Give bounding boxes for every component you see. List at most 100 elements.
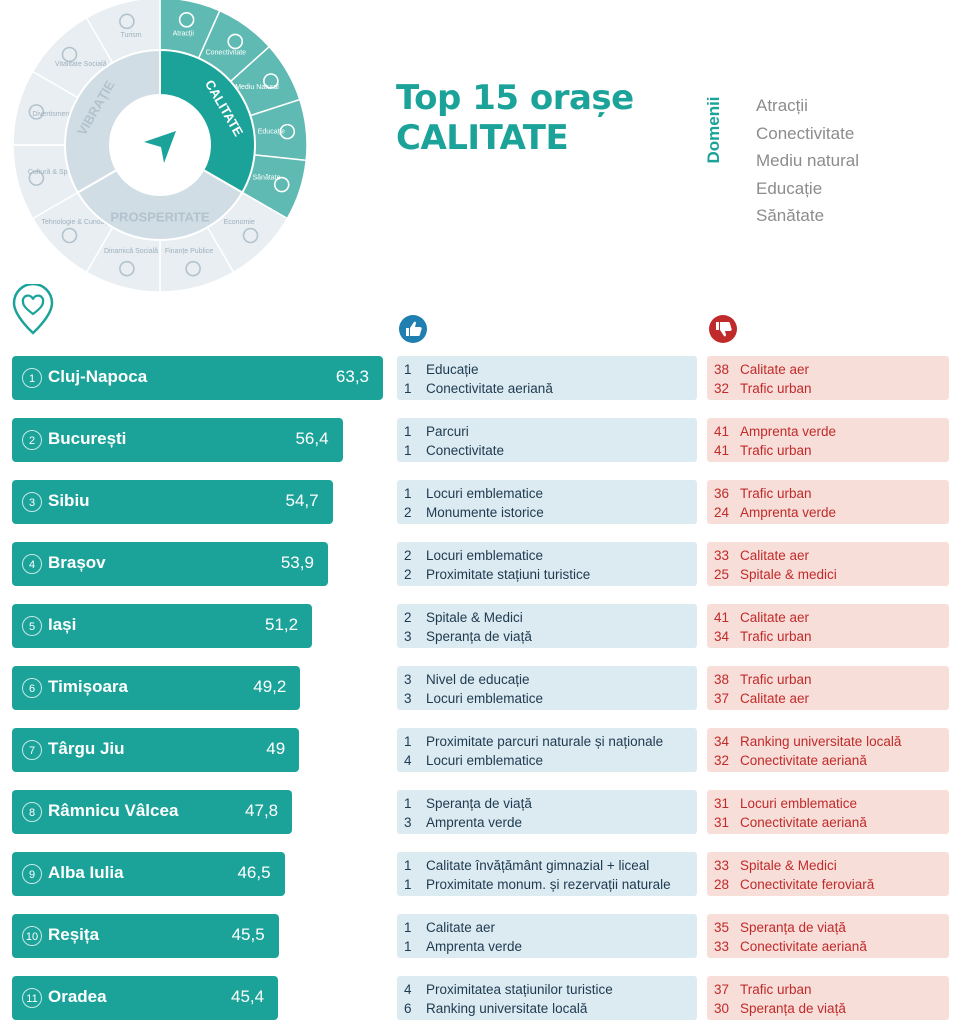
box-label: Proximitate stațiuni turistice: [426, 567, 591, 582]
city-bar: 7 Târgu Jiu 49: [12, 728, 300, 772]
city-name: Râmnicu Vâlcea: [48, 801, 179, 820]
box-label: Speranța de viață: [426, 796, 532, 811]
box-line: 1 Calitate aer: [397, 918, 697, 937]
box-label: Trafic urban: [740, 381, 812, 396]
wheel-segment-label: Educație: [258, 128, 285, 135]
city-score: 47,8: [245, 801, 279, 820]
box-rank: 3: [404, 815, 412, 830]
box-line: 38 Calitate aer: [707, 360, 949, 379]
box-label: Locuri emblematice: [740, 796, 858, 811]
strengths-box: 1 Calitate aer 1 Amprenta verde: [397, 914, 697, 958]
box-rank: 35: [714, 920, 730, 935]
box-rank: 1: [404, 858, 412, 873]
box-label: Ranking universitate locală: [740, 734, 902, 749]
city-score: 46,5: [237, 863, 271, 882]
box-rank: 36: [714, 486, 730, 501]
weaknesses-box: 34 Ranking universitate locală 32 Conectivi…: [707, 728, 949, 772]
tree-icon: [263, 73, 279, 89]
box-rank: 38: [714, 672, 730, 687]
box-line: 1 Conectivitate aeriană: [397, 379, 697, 398]
box-label: Speranța de viață: [426, 629, 532, 644]
box-rank: 1: [404, 486, 412, 501]
weaknesses-box: 41 Amprenta verde 41 Trafic urban: [707, 418, 949, 462]
museum-icon: [178, 11, 195, 28]
box-label: Locuri emblematice: [426, 486, 544, 501]
wheel-segment-label: Divertisment: [32, 111, 71, 118]
box-line: 3 Amprenta verde: [397, 813, 697, 832]
box-label: Amprenta verde: [426, 815, 523, 830]
box-label: Ranking universitate locală: [426, 1001, 588, 1016]
box-rank: 1: [404, 443, 412, 458]
strengths-box: 1 Speranța de viață 3 Amprenta verde: [397, 790, 697, 834]
box-line: 24 Amprenta verde: [707, 503, 949, 522]
thumbs-down-icon: [709, 315, 737, 343]
box-rank: 1: [404, 381, 412, 396]
box-rank: 4: [404, 753, 412, 768]
thumbs-up-icon: [399, 315, 427, 343]
box-label: Locuri emblematice: [426, 691, 544, 706]
strengths-box: 3 Nivel de educație 3 Locuri emblematice: [397, 666, 697, 710]
box-rank: 2: [404, 567, 412, 582]
box-line: 28 Conectivitate feroviară: [707, 875, 949, 894]
weaknesses-box: 38 Trafic urban 37 Calitate aer: [707, 666, 949, 710]
wheel-segment-label: Finanțe Publice: [165, 248, 213, 255]
strengths-box: 2 Locuri emblematice 2 Proximitate stațiuni…: [397, 542, 697, 586]
box-rank: 2: [404, 505, 412, 520]
weaknesses-box: 31 Locuri emblematice 31 Conectivitate aeri…: [707, 790, 949, 834]
box-rank: 34: [714, 629, 730, 644]
umbrella-icon: [119, 13, 135, 30]
box-rank: 6: [404, 1001, 412, 1016]
city-name: Târgu Jiu: [48, 739, 125, 758]
city-bar: 2 București 56,4: [12, 418, 343, 462]
graduation-cap-icon: [279, 123, 296, 140]
box-rank: 31: [714, 796, 730, 811]
box-line: 38 Trafic urban: [707, 670, 949, 689]
box-label: Trafic urban: [740, 672, 812, 687]
domains-label: Domenii: [694, 90, 734, 170]
box-rank: 41: [714, 610, 730, 625]
wheel-segment-label: Turism: [120, 32, 141, 39]
box-label: Conectivitate feroviară: [740, 877, 875, 892]
strengths-box: 1 Proximitate parcuri naturale și naționa…: [397, 728, 697, 772]
wheel-segment-label: Sănătate: [253, 175, 281, 182]
box-rank: 33: [714, 939, 730, 954]
box-label: Proximitatea stațiunilor turistice: [426, 982, 613, 997]
box-rank: 2: [404, 548, 412, 563]
box-label: Conectivitate aeriană: [740, 753, 867, 768]
city-rank-badge: 9: [22, 864, 42, 884]
box-rank: 4: [404, 982, 412, 997]
box-line: 31 Locuri emblematice: [707, 794, 949, 813]
wheel-segment-label: Dinamică Socială: [104, 248, 158, 255]
city-bar: 1 Cluj-Napoca 63,3: [12, 356, 383, 400]
shield-icon: [273, 176, 290, 193]
box-rank: 1: [404, 920, 412, 935]
city-rank-badge: 6: [22, 678, 42, 698]
box-line: 6 Ranking universitate locală: [397, 999, 697, 1018]
city-name: Brașov: [48, 553, 106, 572]
box-line: 32 Conectivitate aeriană: [707, 751, 949, 770]
box-label: Calitate aer: [426, 920, 496, 935]
box-rank: 33: [714, 548, 730, 563]
box-label: Calitate aer: [740, 548, 810, 563]
box-rank: 41: [714, 424, 730, 439]
box-label: Conectivitate aeriană: [426, 381, 553, 396]
box-rank: 25: [714, 567, 730, 582]
box-line: 3 Speranța de viață: [397, 627, 697, 646]
box-rank: 31: [714, 815, 730, 830]
box-line: 1 Parcuri: [397, 422, 697, 441]
box-rank: 1: [404, 424, 412, 439]
box-line: 41 Amprenta verde: [707, 422, 949, 441]
ball-icon: [28, 170, 45, 186]
box-label: Conectivitate: [426, 443, 505, 458]
box-label: Calitate aer: [740, 362, 810, 377]
box-line: 1 Educație: [397, 360, 697, 379]
box-line: 37 Calitate aer: [707, 689, 949, 708]
wheel-group-vibratie: [64, 48, 161, 194]
heart-pin-icon: [12, 284, 54, 335]
weaknesses-box: 35 Speranța de viață 33 Conectivitate aeria…: [707, 914, 949, 958]
box-label: Monumente istorice: [426, 505, 544, 520]
box-line: 35 Speranța de viață: [707, 918, 949, 937]
domains-list: Atracții Conectivitate Mediu natural Educaț…: [756, 92, 859, 230]
box-line: 31 Conectivitate aeriană: [707, 813, 949, 832]
domain-item: Atracții: [756, 96, 808, 115]
